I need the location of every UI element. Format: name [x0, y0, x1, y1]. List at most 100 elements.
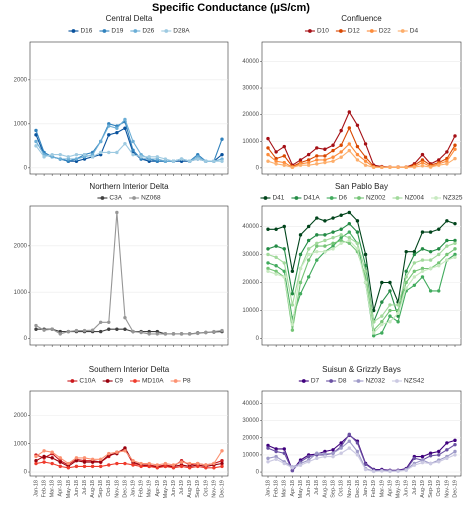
- legend-label: NZ032: [365, 378, 385, 385]
- data-point: [204, 330, 208, 335]
- data-point: [90, 155, 95, 159]
- data-point: [404, 275, 408, 279]
- x-tick-label: Feb-18: [274, 480, 280, 497]
- data-point: [266, 460, 270, 464]
- data-point: [306, 224, 311, 229]
- data-point: [74, 152, 79, 157]
- data-point: [347, 148, 352, 153]
- data-point: [355, 453, 360, 457]
- data-point: [445, 448, 449, 452]
- y-tick-label: 20000: [242, 280, 259, 286]
- data-point: [380, 322, 384, 327]
- data-point: [42, 460, 46, 464]
- data-point: [331, 155, 335, 159]
- x-tick-label: Nov-19: [211, 480, 217, 498]
- legend-label: C3A: [109, 195, 122, 202]
- data-point: [220, 449, 224, 453]
- data-point: [282, 269, 286, 273]
- x-tick-label: Jan-19: [363, 480, 369, 497]
- legend-key-point: [70, 379, 75, 383]
- data-point: [107, 451, 111, 456]
- data-point: [266, 136, 270, 141]
- data-point: [139, 330, 143, 335]
- data-point: [123, 449, 127, 453]
- data-point: [139, 461, 143, 466]
- data-point: [339, 128, 343, 133]
- legend-key-point: [263, 196, 268, 200]
- data-point: [187, 466, 192, 470]
- data-point: [388, 303, 392, 307]
- data-point: [428, 461, 433, 466]
- data-point: [315, 249, 319, 254]
- data-point: [315, 146, 319, 150]
- y-tick-label: 10000: [242, 308, 259, 314]
- data-point: [453, 255, 457, 259]
- legend-label: D26: [142, 28, 154, 35]
- data-point: [274, 272, 278, 276]
- data-point: [266, 266, 270, 271]
- data-point: [179, 332, 184, 336]
- data-point: [50, 461, 54, 466]
- data-point: [187, 332, 192, 336]
- x-tick-label: Mar-19: [147, 480, 153, 497]
- data-point: [323, 160, 327, 165]
- y-tick-label: 30000: [242, 86, 259, 92]
- x-tick-label: Jun-18: [306, 480, 312, 497]
- data-point: [428, 230, 433, 234]
- data-point: [453, 442, 457, 447]
- data-point: [355, 230, 360, 234]
- data-point: [306, 152, 311, 157]
- data-point: [412, 456, 417, 461]
- data-point: [428, 165, 433, 169]
- legend-key-point: [133, 29, 138, 33]
- data-point: [437, 449, 441, 454]
- data-point: [371, 308, 376, 313]
- legend-label: NZ325: [443, 195, 463, 202]
- x-tick-label: Aug-18: [90, 480, 96, 498]
- data-point: [445, 252, 449, 257]
- data-point: [339, 227, 343, 231]
- data-point: [453, 247, 457, 251]
- legend: C3A NZ068: [97, 195, 161, 202]
- x-tick-label: Dec-19: [452, 480, 458, 498]
- data-point: [266, 443, 270, 448]
- legend-key-point: [71, 29, 76, 33]
- data-point: [371, 331, 376, 335]
- data-point: [131, 152, 135, 157]
- data-point: [290, 165, 295, 170]
- data-point: [437, 460, 441, 464]
- data-point: [66, 461, 71, 466]
- data-point: [437, 247, 441, 251]
- data-point: [290, 468, 295, 473]
- data-point: [306, 275, 311, 279]
- data-point: [420, 458, 425, 462]
- data-point: [212, 329, 216, 334]
- data-point: [331, 148, 335, 153]
- data-point: [66, 329, 71, 334]
- data-point: [282, 447, 286, 451]
- data-point: [298, 266, 303, 271]
- x-tick-label: Jun-19: [171, 480, 177, 497]
- data-point: [163, 464, 168, 469]
- data-point: [306, 258, 311, 262]
- data-point: [274, 457, 278, 461]
- data-point: [58, 456, 62, 460]
- data-point: [34, 454, 38, 459]
- legend-key-point: [329, 379, 334, 383]
- data-point: [355, 123, 360, 127]
- panel-title: Southern Interior Delta: [89, 365, 170, 374]
- data-point: [58, 152, 62, 157]
- data-point: [445, 258, 449, 262]
- data-point: [347, 142, 352, 146]
- data-point: [453, 221, 457, 226]
- data-point: [380, 280, 384, 285]
- data-point: [388, 469, 392, 474]
- data-point: [371, 334, 376, 338]
- data-point: [220, 152, 224, 157]
- data-point: [147, 332, 151, 336]
- x-tick-label: Aug-18: [322, 480, 328, 498]
- x-tick-label: Dec-19: [219, 480, 225, 498]
- data-point: [355, 158, 360, 162]
- data-point: [355, 449, 360, 454]
